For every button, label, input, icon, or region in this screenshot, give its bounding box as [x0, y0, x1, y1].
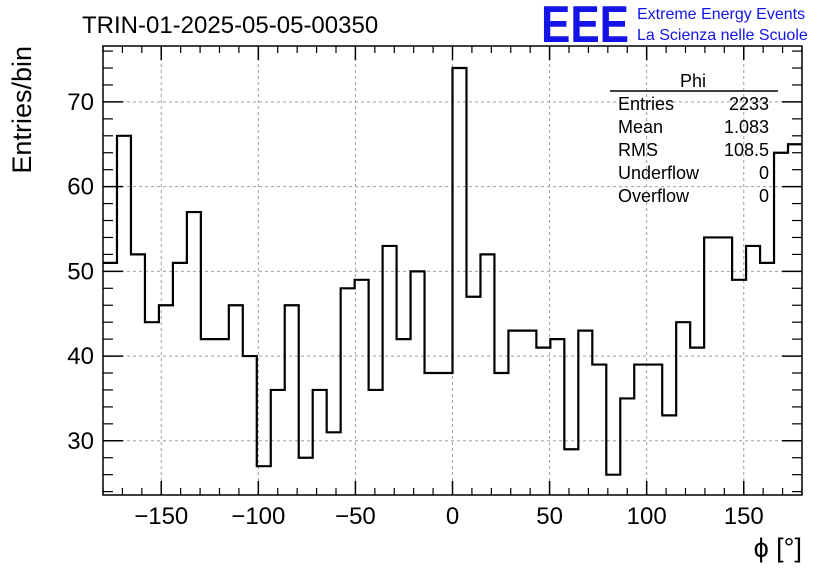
histogram-bin [466, 297, 480, 495]
y-axis-title: Entries/bin [7, 46, 37, 174]
histogram-bin [425, 373, 439, 495]
histogram-bin [341, 288, 355, 495]
histogram-bins [103, 68, 802, 495]
histogram-bin [383, 246, 397, 495]
histogram-bin [522, 331, 536, 495]
histogram-bin [257, 466, 271, 495]
histogram-bin [453, 68, 467, 495]
chart-title: TRIN-01-2025-05-05-00350 [82, 12, 378, 39]
histogram-bin [746, 246, 760, 495]
histogram-bin [760, 263, 774, 495]
histogram-bin [550, 339, 564, 495]
stats-value: 108.5 [724, 140, 769, 160]
stats-value: 0 [759, 163, 769, 183]
histogram-bin [411, 271, 425, 495]
histogram-bin [271, 390, 285, 495]
histogram-bin [313, 390, 327, 495]
y-tick-label: 70 [67, 89, 94, 116]
histogram-bin [299, 458, 313, 495]
histogram-bin [131, 254, 145, 495]
tick-labels: −150 −100 −50 0 50 100 150 30 40 50 60 70 [67, 89, 763, 530]
histogram-bin [327, 432, 341, 495]
stats-label: Entries [618, 94, 674, 114]
y-tick-label: 60 [67, 174, 94, 201]
histogram-bin [117, 136, 131, 495]
histogram-bin [690, 348, 704, 495]
eee-logo: EEE Extreme Energy Events La Scienza nel… [541, 0, 808, 54]
x-tick-label: −50 [335, 503, 376, 530]
stats-row: Underflow 0 [618, 163, 769, 183]
x-tick-label: 150 [724, 503, 764, 530]
histogram-outline [103, 66, 802, 476]
histogram-bin [578, 331, 592, 495]
stats-title: Phi [680, 71, 706, 91]
histogram-bin [480, 254, 494, 495]
stats-value: 2233 [729, 94, 769, 114]
stats-label: RMS [618, 140, 658, 160]
histogram-bin [592, 365, 606, 495]
histogram-bin [285, 305, 299, 495]
x-tick-label: 100 [627, 503, 667, 530]
stats-label: Underflow [618, 163, 700, 183]
histogram-bin [634, 365, 648, 495]
stats-value: 1.083 [724, 117, 769, 137]
histogram-bin [774, 153, 788, 495]
logo-mark: EEE [541, 0, 629, 54]
histogram-bin [103, 263, 117, 495]
stats-value: 0 [759, 186, 769, 206]
histogram-bin [243, 356, 257, 495]
x-axis-title: ϕ [°] [754, 533, 802, 563]
histogram-bin [508, 331, 522, 495]
y-tick-label: 30 [67, 428, 94, 455]
stats-label: Overflow [618, 186, 690, 206]
histogram-bin [606, 475, 620, 495]
x-tick-label: 0 [446, 503, 459, 530]
y-tick-label: 40 [67, 343, 94, 370]
histogram-bin [173, 263, 187, 495]
x-tick-label: −100 [231, 503, 285, 530]
histogram-bin [732, 280, 746, 495]
stats-box: Phi Entries 2233 Mean 1.083 RMS 108.5 Un… [610, 71, 778, 206]
histogram-bin [676, 322, 690, 495]
x-tick-label: 50 [536, 503, 563, 530]
histogram-bin [620, 398, 634, 495]
histogram-bin [536, 348, 550, 495]
histogram-bin [397, 339, 411, 495]
histogram-bin [718, 237, 732, 495]
histogram-bin [662, 415, 676, 495]
histogram-bin [201, 339, 215, 495]
x-tick-label: −150 [134, 503, 188, 530]
histogram-bin [564, 449, 578, 495]
histogram-bin [355, 280, 369, 495]
stats-label: Mean [618, 117, 663, 137]
histogram-bin [439, 373, 453, 495]
logo-line-2: La Scienza nelle Scuole [637, 27, 808, 44]
histogram-bin [648, 365, 662, 495]
histogram-bin [145, 322, 159, 495]
stats-row: Entries 2233 [618, 94, 769, 114]
histogram-bin [704, 237, 718, 495]
y-tick-label: 50 [67, 258, 94, 285]
histogram-bin [369, 390, 383, 495]
histogram-bin [159, 305, 173, 495]
axis-ticks [102, 46, 803, 495]
histogram-bin [215, 339, 229, 495]
histogram-bin [494, 373, 508, 495]
histogram-bin [229, 305, 243, 495]
stats-row: Overflow 0 [618, 186, 769, 206]
histogram-bin [788, 144, 802, 495]
logo-line-1: Extreme Energy Events [637, 6, 805, 23]
stats-row: RMS 108.5 [618, 140, 769, 160]
stats-row: Mean 1.083 [618, 117, 769, 137]
histogram-bin [187, 212, 201, 495]
